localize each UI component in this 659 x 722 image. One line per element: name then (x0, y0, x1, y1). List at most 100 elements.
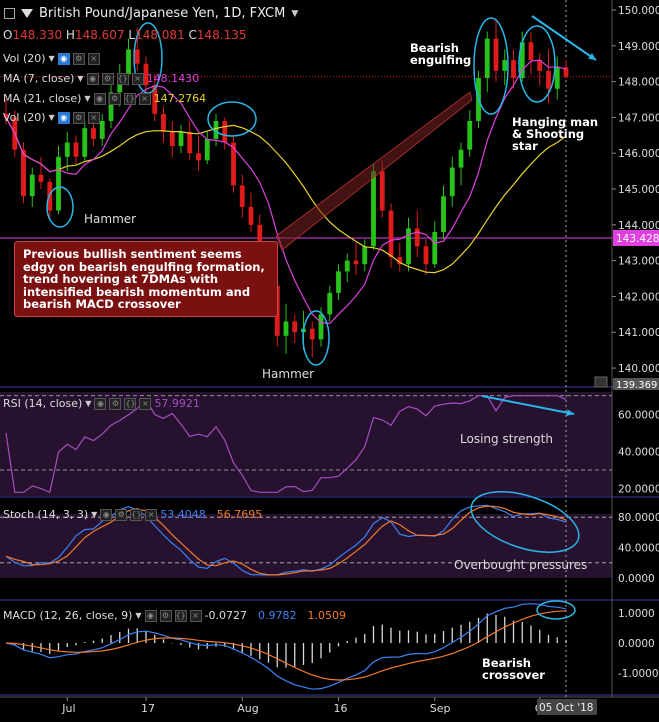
bearish-engulfing-label: Bearish engulfing (410, 41, 472, 67)
eye-icon[interactable]: ◉ (86, 72, 99, 85)
analysis-callout: Previous bullish sentiment seems edgy on… (14, 241, 278, 317)
close-icon[interactable]: × (145, 508, 158, 521)
braces-icon[interactable]: {} (123, 92, 136, 105)
candle-body (406, 228, 411, 265)
braces-icon[interactable]: {} (130, 508, 143, 521)
close-icon[interactable]: × (139, 397, 152, 410)
candle-body (511, 60, 516, 79)
stoch-legend[interactable]: Stoch (14, 3, 3) ▼ ◉ ⚙ {} × 53.4048 56.7… (3, 508, 263, 521)
close-icon[interactable]: × (138, 92, 151, 105)
time-axis-label: Aug (237, 702, 258, 715)
ma21-value: 147.2764 (153, 92, 207, 105)
macd-label: MACD (12, 26, close, 9) (3, 609, 133, 622)
close-icon[interactable]: × (189, 609, 202, 622)
stoch-label: Stoch (14, 3, 3) (3, 508, 89, 521)
candle-body (563, 67, 569, 77)
eye-icon[interactable]: ◉ (100, 508, 113, 521)
ohlc-readout: O148.330 H148.607 L148.081 C148.135 (3, 28, 247, 42)
rsi-tick-label: 40.0000 (618, 446, 659, 458)
eye-icon[interactable]: ◉ (144, 609, 157, 622)
eye-icon[interactable]: ◉ (93, 92, 106, 105)
rsi-legend[interactable]: RSI (14, close) ▼ ◉ ⚙ {} × 57.9921 (3, 397, 200, 410)
close-icon[interactable]: × (131, 72, 144, 85)
candle-body (309, 328, 315, 340)
price-trend-arrow (531, 15, 597, 61)
ellipse-aug-top (207, 101, 257, 137)
ma7-value: 148.1430 (146, 72, 200, 85)
settings-icon[interactable]: ⚙ (115, 508, 128, 521)
close-value: 148.135 (196, 28, 247, 42)
macd-line (5, 603, 567, 690)
chart-header: British Pound/Japanese Yen, 1D, FXCM ▼ (4, 6, 298, 21)
candle-body (126, 49, 131, 75)
ma7-label: MA (7, close) (3, 72, 75, 85)
collapse-icon[interactable] (4, 8, 15, 19)
indicator-vol1[interactable]: Vol (20) ▼ ◉ ⚙ × (3, 52, 100, 65)
indicator-ma7[interactable]: MA (7, close) ▼ ◉ ⚙ {} × 148.1430 (3, 72, 200, 85)
braces-icon[interactable]: {} (116, 72, 129, 85)
overbought-ellipse (470, 491, 580, 553)
settings-icon[interactable]: ⚙ (109, 397, 122, 410)
hammer-label-1: Hammer (84, 212, 137, 226)
rsi-line (5, 395, 567, 494)
candle-body (196, 153, 201, 161)
candle-body (546, 70, 551, 89)
candle-body (187, 131, 193, 154)
candle-body (204, 138, 210, 161)
time-axis-label: 16 (334, 702, 348, 715)
close-icon[interactable]: × (87, 52, 100, 65)
chevron-down-icon[interactable]: ▼ (291, 8, 299, 19)
macd-line-value: 0.9782 (257, 609, 297, 622)
ma7-line (5, 59, 567, 325)
candle-body (432, 231, 438, 265)
macd-tick-label: 0.0000 (618, 638, 655, 650)
settings-icon[interactable]: ⚙ (159, 609, 172, 622)
candle-body (64, 142, 70, 157)
symbol-title[interactable]: British Pound/Japanese Yen, 1D, FXCM (39, 6, 286, 21)
price-tick-label: 141.000 (618, 327, 659, 339)
candle-body (344, 260, 350, 272)
candle-body (239, 185, 245, 207)
cursor-date-label: 05 Oct '18 (539, 702, 593, 714)
bearish-crossover-label: Bearish crossover (482, 656, 545, 682)
settings-icon[interactable]: ⚙ (72, 52, 85, 65)
candle-body (152, 85, 158, 114)
time-axis-label: Sep (430, 702, 451, 715)
macd-legend[interactable]: MACD (12, 26, close, 9) ▼ ◉ ⚙ {} × -0.07… (3, 609, 346, 622)
ma21-line (5, 117, 567, 274)
indicator-ma21[interactable]: MA (21, close) ▼ ◉ ⚙ {} × 147.2764 (3, 92, 207, 105)
bottom-price-tag (613, 378, 659, 390)
hanging-man-ellipse (518, 25, 556, 103)
price-tick-label: 146.000 (618, 148, 659, 160)
down-triangle-icon (21, 9, 33, 18)
settings-icon[interactable]: ⚙ (101, 72, 114, 85)
braces-icon[interactable]: {} (124, 397, 137, 410)
eye-icon[interactable]: ◉ (94, 397, 107, 410)
macd-tick-label: 1.0000 (618, 608, 655, 620)
braces-icon[interactable]: {} (174, 609, 187, 622)
eye-icon[interactable]: ◉ (57, 52, 70, 65)
candle-body (362, 246, 368, 265)
candle-body (91, 128, 96, 139)
losing-strength-label: Losing strength (460, 432, 553, 446)
candle-body (449, 167, 455, 197)
candle-body (519, 42, 525, 79)
settings-icon[interactable]: ⚙ (72, 111, 85, 124)
close-icon[interactable]: × (87, 111, 100, 124)
settings-icon[interactable]: ⚙ (108, 92, 121, 105)
eye-icon[interactable]: ◉ (57, 111, 70, 124)
pane-resize-handle (594, 376, 608, 388)
high-value: 148.607 (74, 28, 125, 42)
price-tick-label: 140.000 (618, 363, 659, 375)
hammer-ellipse-1 (46, 186, 74, 228)
candle-body (213, 120, 219, 139)
stoch-k-value: 53.4048 (160, 508, 206, 521)
candle-body (143, 63, 149, 86)
low-value: 148.081 (135, 28, 185, 42)
candle-body (161, 113, 166, 132)
indicator-vol2[interactable]: Vol (20) ▼ ◉ ⚙ × (3, 111, 100, 124)
cursor-date-bg (537, 699, 597, 715)
candle-body (467, 120, 473, 150)
rsi-label: RSI (14, close) (3, 397, 83, 410)
